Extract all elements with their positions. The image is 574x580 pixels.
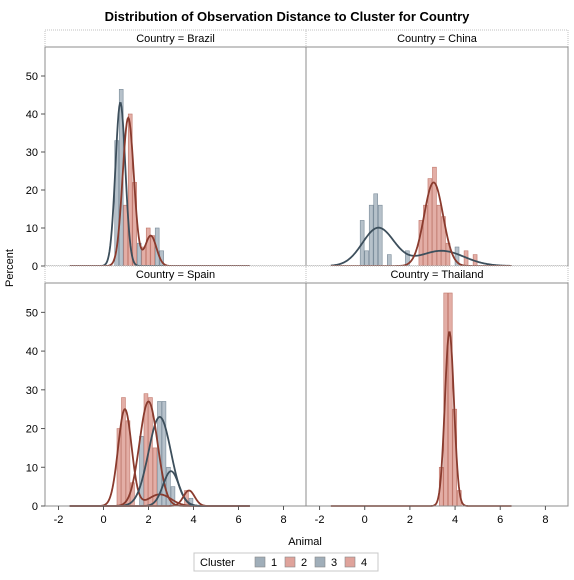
y-tick-label: 20 bbox=[26, 185, 38, 197]
panel-frame bbox=[305, 282, 569, 507]
y-tick-label: 40 bbox=[26, 346, 38, 358]
legend-swatch bbox=[314, 556, 326, 568]
y-tick-label: 10 bbox=[26, 462, 38, 474]
legend-swatch bbox=[344, 556, 356, 568]
x-tick-label: -2 bbox=[54, 514, 64, 526]
density-curve bbox=[69, 102, 250, 267]
panel-frame bbox=[44, 46, 307, 267]
density-curve bbox=[330, 226, 512, 267]
y-tick-label: 30 bbox=[26, 385, 38, 397]
y-tick-label: 0 bbox=[32, 501, 38, 513]
x-tick-label: 6 bbox=[497, 514, 503, 526]
y-tick-label: 20 bbox=[26, 424, 38, 436]
x-tick-label: 8 bbox=[542, 514, 548, 526]
density-curve bbox=[330, 331, 512, 507]
legend-label: 1 bbox=[271, 557, 277, 569]
bars-group bbox=[114, 89, 164, 267]
y-tick-label: 40 bbox=[26, 109, 38, 121]
bar bbox=[447, 292, 453, 507]
x-tick-label: 4 bbox=[190, 514, 196, 526]
chart-title: Distribution of Observation Distance to … bbox=[105, 9, 471, 24]
panel-2: Country = Spain 0 10 20 30 40 50 -2 0 2 4 6 8 bbox=[26, 265, 307, 526]
x-tick-label: 0 bbox=[100, 514, 106, 526]
legend: Cluster 1 2 3 4 bbox=[193, 552, 379, 572]
bar bbox=[145, 227, 151, 267]
legend-label: 4 bbox=[361, 557, 367, 569]
panel-label: Country = Spain bbox=[136, 269, 215, 281]
x-tick-label: 2 bbox=[145, 514, 151, 526]
panel-0: Country = Brazil 0 10 20 30 40 50 bbox=[26, 29, 307, 273]
y-tick-label: 50 bbox=[26, 307, 38, 319]
x-tick-label: 0 bbox=[362, 514, 368, 526]
y-axis-label: Percent bbox=[4, 249, 16, 287]
panel-label: Country = China bbox=[397, 33, 478, 45]
bar bbox=[387, 254, 392, 267]
y-tick-label: 50 bbox=[26, 71, 38, 83]
panel-3: Country = Thailand -2 0 2 4 6 8 bbox=[305, 265, 569, 526]
x-tick-label: 6 bbox=[235, 514, 241, 526]
y-tick-label: 0 bbox=[32, 261, 38, 273]
y-tick-label: 30 bbox=[26, 147, 38, 159]
bar bbox=[436, 204, 442, 267]
bar bbox=[377, 204, 383, 267]
panel-label: Country = Thailand bbox=[390, 269, 483, 281]
bars-group bbox=[116, 393, 194, 507]
y-tick-label: 10 bbox=[26, 223, 38, 235]
bars-group bbox=[359, 166, 478, 267]
panel-label: Country = Brazil bbox=[136, 33, 215, 45]
bar bbox=[368, 204, 374, 267]
panel-1: Country = China bbox=[305, 29, 569, 267]
x-tick-label: -2 bbox=[315, 514, 325, 526]
legend-label: 3 bbox=[331, 557, 337, 569]
bar bbox=[152, 447, 158, 507]
x-tick-label: 4 bbox=[452, 514, 458, 526]
legend-swatch bbox=[254, 556, 266, 568]
x-tick-label: 8 bbox=[280, 514, 286, 526]
legend-title: Cluster bbox=[200, 557, 235, 569]
density-curve bbox=[69, 115, 250, 267]
legend-items: 1 2 3 4 bbox=[254, 556, 367, 569]
legend-swatch bbox=[284, 556, 296, 568]
x-axis-label: Animal bbox=[288, 536, 322, 548]
x-tick-label: 2 bbox=[407, 514, 413, 526]
legend-label: 2 bbox=[301, 557, 307, 569]
bar bbox=[364, 250, 369, 267]
